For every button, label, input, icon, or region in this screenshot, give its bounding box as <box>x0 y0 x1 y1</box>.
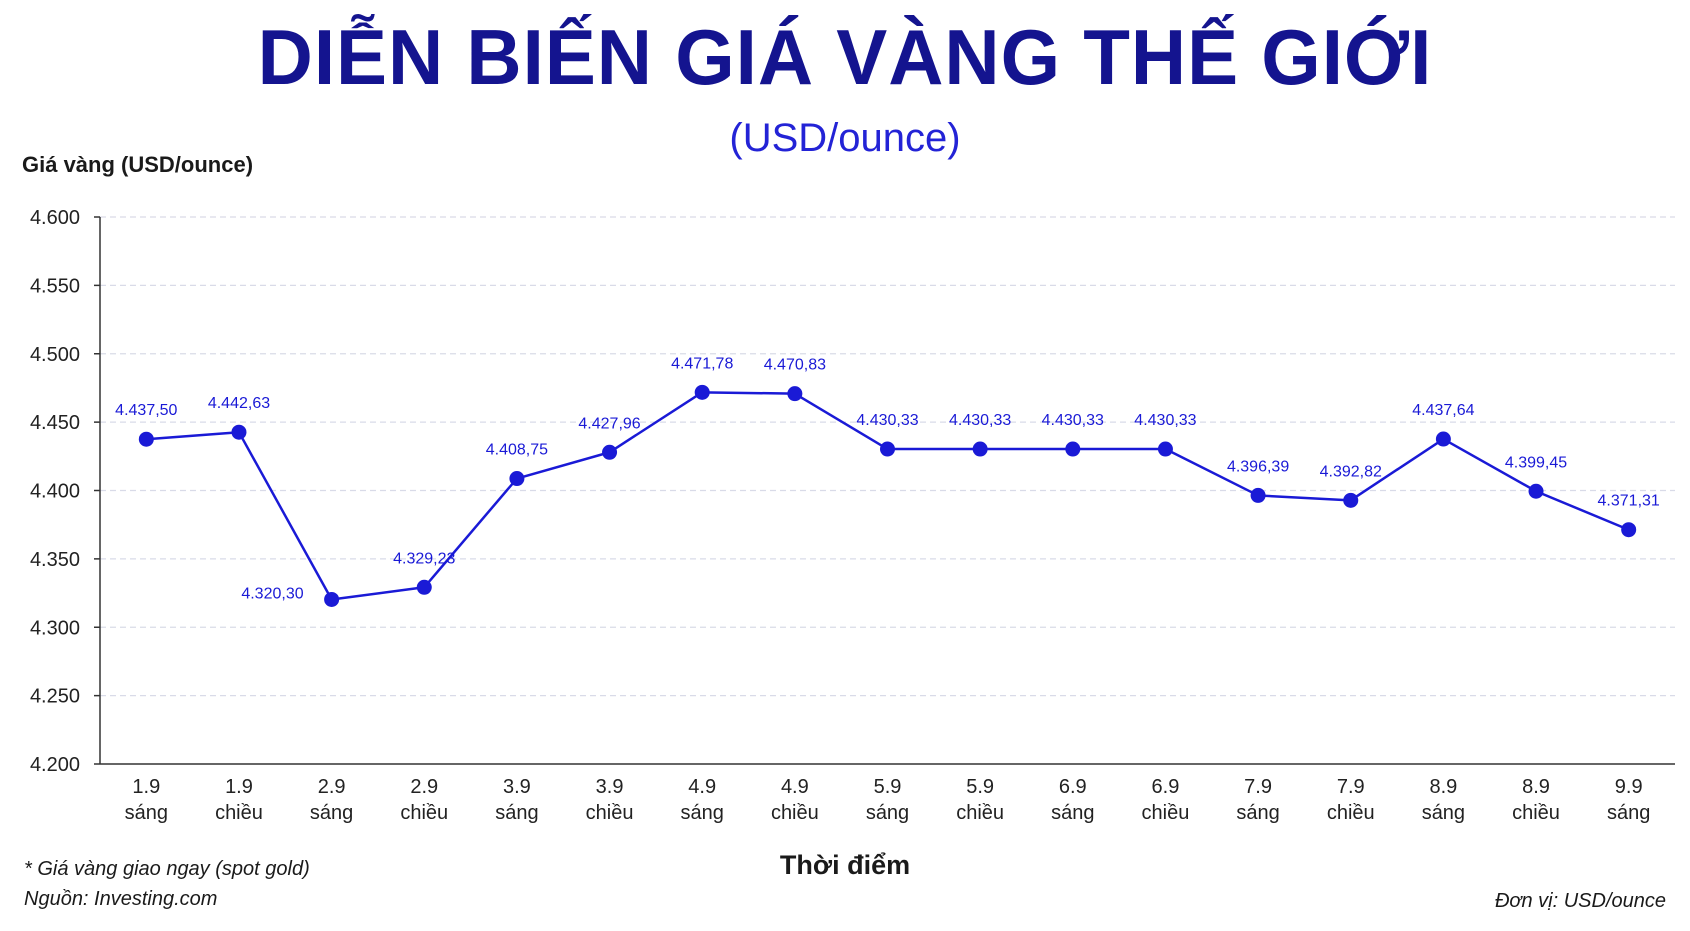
y-tick-label: 4.350 <box>30 549 80 571</box>
x-tick-label-session: chiều <box>1142 802 1190 824</box>
y-tick-label: 4.550 <box>30 275 80 297</box>
y-tick-label: 4.500 <box>30 344 80 366</box>
x-tick-label-session: chiều <box>1327 802 1375 824</box>
data-point <box>694 384 710 400</box>
data-label: 4.437,64 <box>1412 402 1474 419</box>
data-label: 4.396,39 <box>1227 458 1289 475</box>
x-tick-label-date: 5.9 <box>966 776 994 798</box>
x-tick-label-session: sáng <box>310 802 353 824</box>
data-point <box>1621 522 1637 538</box>
chart-title: DIỄN BIẾN GIÁ VÀNG THẾ GIỚI <box>257 13 1433 101</box>
x-tick-label-date: 2.9 <box>410 776 438 798</box>
x-tick-label-date: 4.9 <box>781 776 809 798</box>
x-tick-label-session: sáng <box>1607 802 1650 824</box>
x-tick-label-session: chiều <box>586 802 634 824</box>
data-point <box>1157 441 1173 457</box>
x-tick-label-date: 5.9 <box>874 776 902 798</box>
data-label: 4.470,83 <box>764 357 826 374</box>
data-label: 4.408,75 <box>486 442 548 459</box>
data-point <box>787 386 803 402</box>
x-tick-label-date: 1.9 <box>132 776 160 798</box>
data-label: 4.442,63 <box>208 395 270 412</box>
data-point <box>602 444 618 460</box>
x-tick-label-session: sáng <box>1422 802 1465 824</box>
x-tick-label-date: 3.9 <box>503 776 531 798</box>
data-point <box>138 431 154 447</box>
data-label: 4.320,30 <box>241 585 303 602</box>
y-axis-label: Giá vàng (USD/ounce) <box>22 152 254 177</box>
footnote: * Giá vàng giao ngay (spot gold) <box>24 858 310 880</box>
data-point <box>972 441 988 457</box>
x-tick-label-session: chiều <box>956 802 1004 824</box>
x-tick-label-date: 6.9 <box>1152 776 1180 798</box>
unit-note: Đơn vị: USD/ounce <box>1494 890 1666 912</box>
data-point <box>1250 487 1266 503</box>
x-tick-label-date: 7.9 <box>1244 776 1272 798</box>
y-tick-label: 4.200 <box>30 754 80 776</box>
data-label: 4.471,78 <box>671 355 733 372</box>
data-point <box>1435 431 1451 447</box>
x-tick-label-session: sáng <box>1051 802 1094 824</box>
data-label: 4.399,45 <box>1505 454 1567 471</box>
data-label: 4.430,33 <box>856 412 918 429</box>
data-point <box>880 441 895 457</box>
x-tick-label-date: 3.9 <box>596 776 624 798</box>
x-tick-label-date: 9.9 <box>1615 776 1643 798</box>
data-label: 4.430,33 <box>1042 412 1104 429</box>
x-tick-label-session: chiều <box>215 802 263 824</box>
x-axis-label: Thời điểm <box>779 850 911 880</box>
y-tick-label: 4.400 <box>30 481 80 503</box>
data-point <box>416 579 432 595</box>
x-tick-label-date: 1.9 <box>225 776 253 798</box>
y-tick-label: 4.450 <box>30 412 80 434</box>
data-point <box>231 424 247 440</box>
x-tick-label-session: sáng <box>1236 802 1279 824</box>
source-note: Nguồn: Investing.com <box>24 888 218 910</box>
data-label: 4.329,23 <box>393 550 455 567</box>
data-point <box>324 591 340 607</box>
data-point <box>1528 483 1544 499</box>
x-tick-label-session: sáng <box>866 802 909 824</box>
y-tick-label: 4.250 <box>30 686 80 708</box>
x-tick-label-session: sáng <box>495 802 538 824</box>
data-label: 4.430,33 <box>949 412 1011 429</box>
data-point <box>1343 492 1359 508</box>
data-point <box>509 471 525 487</box>
chart-subtitle: (USD/ounce) <box>729 116 961 160</box>
x-tick-label-session: chiều <box>1512 802 1560 824</box>
x-tick-label-session: sáng <box>125 802 168 824</box>
y-tick-label: 4.600 <box>30 207 80 229</box>
x-tick-label-date: 7.9 <box>1337 776 1365 798</box>
data-label: 4.371,31 <box>1598 493 1660 510</box>
data-label: 4.430,33 <box>1134 412 1196 429</box>
x-tick-label-session: chiều <box>400 802 448 824</box>
data-point <box>1065 441 1081 457</box>
x-tick-label-date: 8.9 <box>1429 776 1457 798</box>
x-tick-label-session: chiều <box>771 802 819 824</box>
x-tick-label-session: sáng <box>681 802 724 824</box>
x-tick-label-date: 6.9 <box>1059 776 1087 798</box>
x-tick-label-date: 8.9 <box>1522 776 1550 798</box>
data-label: 4.427,96 <box>578 415 640 432</box>
x-tick-label-date: 2.9 <box>318 776 346 798</box>
y-tick-label: 4.300 <box>30 617 80 639</box>
x-tick-label-date: 4.9 <box>688 776 716 798</box>
data-label: 4.437,50 <box>115 402 177 419</box>
data-label: 4.392,82 <box>1320 463 1382 480</box>
